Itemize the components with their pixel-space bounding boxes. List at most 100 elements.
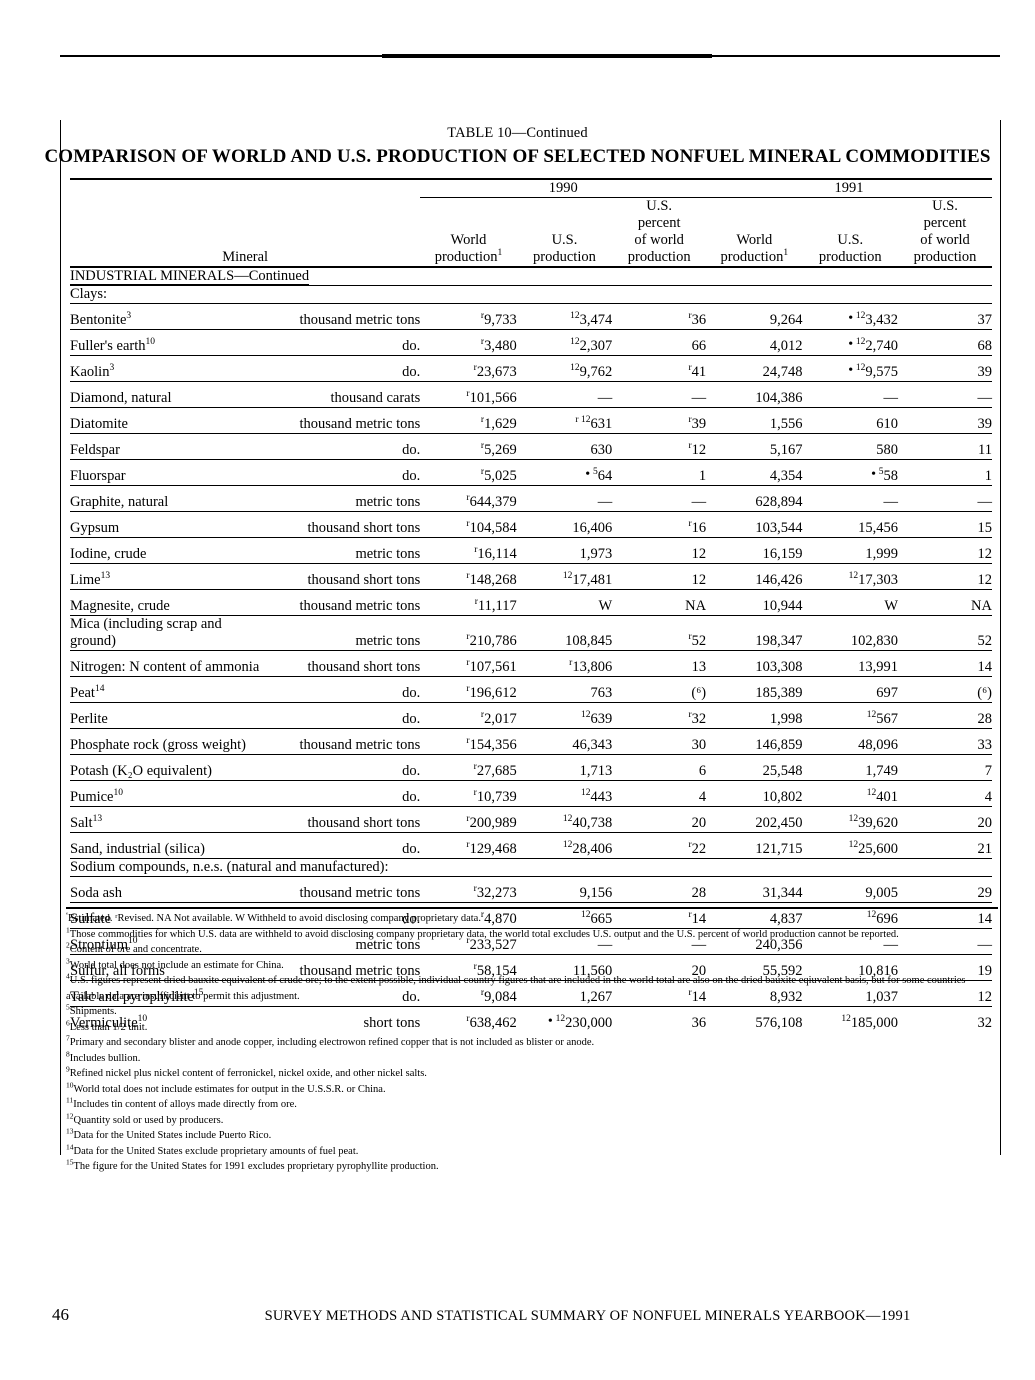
cell-value: 185,000 xyxy=(850,1015,899,1031)
cell-value: NA xyxy=(971,598,992,614)
mineral-footnote-marker: 13 xyxy=(92,814,103,825)
world-production-1990: r16,114 xyxy=(420,537,517,564)
cell-value: 6 xyxy=(698,763,707,779)
us-percent-1991: (⁶) xyxy=(898,676,992,703)
footnote-item: 5Shipments. xyxy=(66,1002,998,1020)
mineral-name-cell: Fuller's earth10 xyxy=(70,329,265,356)
cell-value: 30 xyxy=(691,737,707,753)
mineral-name: Kaolin xyxy=(70,364,110,380)
us-production-1991: 1,037 xyxy=(802,980,899,1007)
footnote-prefix-marker: r xyxy=(480,415,485,426)
world-production-1991: 103,544 xyxy=(706,511,803,538)
us-production-1990: r13,806 xyxy=(516,650,613,677)
footnote-marker: 2 xyxy=(66,940,70,950)
table-row: Iodine, crude metric tons r16,114 1,973 12 16… xyxy=(70,537,992,564)
mineral-name-cell: Phosphate rock (gross weight) xyxy=(70,728,265,755)
world-production-1990: r104,584 xyxy=(420,511,517,538)
section-heading-filler xyxy=(420,266,992,286)
header-1990-world-production: World production1 xyxy=(420,198,516,268)
us-percent-1990: r52 xyxy=(612,615,707,651)
unit-of-measure-cell: metric tons xyxy=(264,537,421,564)
table-row: Phosphate rock (gross weight) thousand me… xyxy=(70,728,993,755)
world-production-1991: 576,108 xyxy=(706,1006,803,1032)
table-row: Pumice10 do. r10,739 12443 4 10,802 12401 4 xyxy=(70,780,992,807)
us-production-1990: 9,156 xyxy=(516,876,613,903)
footnote-prefix-marker: r xyxy=(474,597,478,608)
header-us-line2: production xyxy=(818,249,882,265)
us-percent-1990: r14 xyxy=(612,980,707,1007)
cell-value: 3,432 xyxy=(865,312,899,328)
world-production-1990: r196,612 xyxy=(420,676,517,703)
cell-value: 27,685 xyxy=(476,763,517,779)
cell-value: 31,344 xyxy=(762,885,803,901)
cell-value: 16 xyxy=(691,520,707,536)
footnote-prefix-marker: r xyxy=(473,788,477,799)
cell-value: 9,156 xyxy=(579,885,613,901)
footnote-marker: 11 xyxy=(66,1095,74,1105)
header-year-1991: 1991 xyxy=(706,178,992,198)
footnote-text: Includes bullion. xyxy=(69,1052,141,1064)
header-us-line2: production xyxy=(533,249,596,265)
cell-value: 9,005 xyxy=(865,885,899,901)
footnote-text: U.S. figures represent dried bauxite equ… xyxy=(66,975,966,1002)
footnote-prefix-marker: r xyxy=(473,363,477,374)
us-percent-1990: 13 xyxy=(612,650,707,677)
cell-value: 15,456 xyxy=(858,520,899,536)
us-production-1991: 580 xyxy=(802,433,899,460)
footnote-marker: 14 xyxy=(66,1142,74,1151)
world-production-1991: 55,592 xyxy=(706,954,803,981)
table-row: Perlite do. r2,017 12639 r32 1,998 12567 28 xyxy=(70,702,992,729)
footnote-prefix-marker: r xyxy=(688,710,692,721)
footnote-item: 1Those commodities for which U.S. data a… xyxy=(66,925,998,943)
us-production-1990: 46,343 xyxy=(516,728,613,755)
us-percent-1990: r41 xyxy=(612,355,707,382)
table-row: Bentonite3 thousand metric tons r9,733 123,… xyxy=(70,303,993,330)
cell-value: 33 xyxy=(977,737,993,753)
us-production-1991: • 123,432 xyxy=(802,303,899,330)
world-production-1991: 146,859 xyxy=(706,728,803,755)
us-production-1991: 1239,620 xyxy=(802,806,899,833)
cell-value: 13,991 xyxy=(858,659,899,675)
mineral-footnote-marker: 15 xyxy=(193,988,204,999)
us-production-1990: 12443 xyxy=(516,780,613,807)
us-production-1990: 11,560 xyxy=(516,954,613,981)
world-production-1991: 10,944 xyxy=(706,589,803,616)
estimated-marker: • xyxy=(585,467,593,482)
table-row: Sulfate do. r4,870 12665 r14 4,837 12696 14 xyxy=(70,902,992,929)
us-percent-1990: r36 xyxy=(612,303,707,330)
footnote-prefix-marker: r xyxy=(466,840,470,851)
cell-value: 580 xyxy=(876,442,899,458)
footnote-marker: 3 xyxy=(66,956,70,965)
header-pct-line2: percent xyxy=(923,215,967,231)
footnote-item: 12Quantity sold or used by producers. xyxy=(66,1112,998,1129)
unit-of-measure-cell: do. xyxy=(264,702,421,729)
world-production-1990: r101,566 xyxy=(420,381,517,408)
cell-value: 37 xyxy=(977,312,993,328)
footnote-prefix-marker: r xyxy=(466,658,470,669)
world-production-1991: 10,802 xyxy=(706,780,803,807)
world-production-1991: 103,308 xyxy=(706,650,803,677)
cell-value: 58,154 xyxy=(476,963,517,979)
cell-value: 12 xyxy=(691,546,707,562)
cell-value: 101,566 xyxy=(469,390,517,406)
cell-value: (⁶) xyxy=(977,685,992,701)
us-percent-1991: 39 xyxy=(898,407,992,434)
table-row: Talc and pyrophyllite15 do. r9,084 1,267 r14… xyxy=(70,980,992,1007)
footnote-prefix-marker: 12 xyxy=(570,337,580,348)
footnote-item: 4U.S. figures represent dried bauxite eq… xyxy=(66,972,998,1004)
table-row: Graphite, natural metric tons r644,379— —62… xyxy=(70,485,992,512)
us-percent-1991: 12 xyxy=(898,563,992,590)
estimated-marker: • xyxy=(547,1014,556,1029)
table-row: Potash (K₂O equivalent) do. r27,685 1,713 6 2… xyxy=(70,754,992,781)
us-production-1990: 630 xyxy=(516,433,613,460)
footnote-prefix-marker: r xyxy=(466,736,470,747)
mineral-name: Diatomite xyxy=(70,416,128,432)
cell-value: 4,012 xyxy=(769,338,803,354)
cell-value: 696 xyxy=(876,911,899,927)
footnote-marker: 5 xyxy=(66,1002,70,1012)
mineral-name: Perlite xyxy=(70,711,108,727)
footnote-marker: 1 xyxy=(66,925,70,934)
mineral-production-table: 1990 1991 Mineral World production1 U.S.… xyxy=(70,178,992,1032)
footnote-prefix-marker: 5 xyxy=(592,467,598,478)
world-production-1990: r5,025 xyxy=(420,459,517,486)
